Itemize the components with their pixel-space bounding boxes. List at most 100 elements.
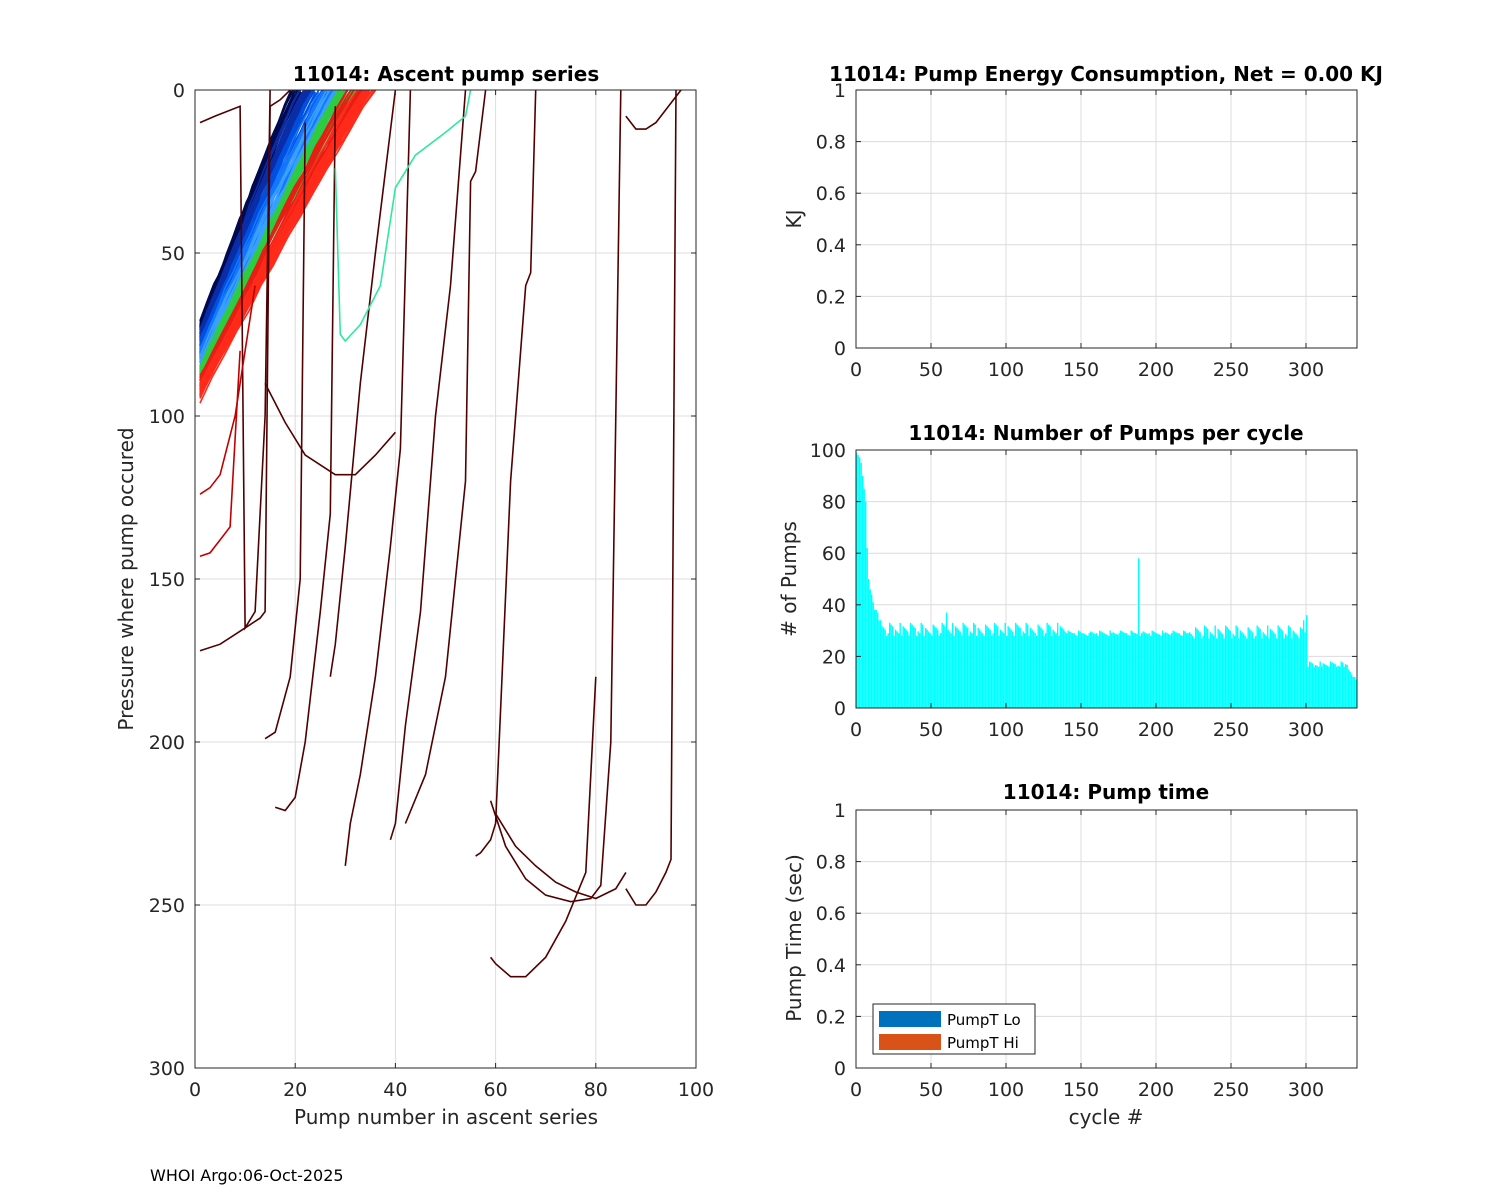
pumps-bar [1051,635,1053,708]
ascent-series-line [274,106,337,812]
ascent-profile-line [199,91,354,376]
pumps-bar [1034,633,1036,708]
pumps-bar [1237,627,1239,708]
ascent-xtick-label: 80 [584,1079,608,1101]
pumps-bar [1195,627,1197,708]
pumptime-ytick-label: 0.4 [816,955,846,977]
pumps-bar [1060,626,1062,708]
ascent-ytick-label: 0 [173,80,185,102]
pumps-bar [965,626,967,708]
pumps-bar [1096,633,1098,708]
pumps-bar [869,589,871,708]
pumps-bar [1321,666,1323,708]
pumps-bar [887,633,889,708]
pumps-ytick-label: 20 [822,646,846,668]
pumps-bar [916,635,918,708]
pumps-bar [1208,638,1210,708]
pumps-bar [1354,677,1356,708]
ascent-profile-line [199,90,365,390]
ascent-ytick-label: 150 [149,569,185,591]
pumps-bar [893,635,895,708]
pumps-bar [1165,632,1167,708]
pumps-ytick-label: 100 [810,440,846,462]
pumps-bar [1045,633,1047,708]
pumps-bar [1064,631,1066,708]
ascent-profile-line [199,90,330,366]
pumps-bar [953,635,955,708]
pumps-bar [985,624,987,708]
pumps-bar [1127,634,1129,708]
pumps-bar [935,628,937,708]
pumps-bar [1081,633,1083,708]
pumps-bar [1028,635,1030,708]
pumps-bar [1304,632,1306,708]
pumps-xtick-label: 0 [850,719,862,741]
pumps-bar [1274,634,1276,708]
pumps-axes-box [855,449,1358,709]
pumps-bar [907,631,909,708]
pumps-bar [1166,633,1168,708]
pumps-bar [1277,625,1279,708]
pumps-bar [1258,627,1260,708]
pumps-bar [1159,634,1161,708]
pumps-bar [1010,629,1012,708]
pumps-ylabel: # of Pumps [777,521,801,637]
pumps-bar [1220,632,1222,708]
pumps-bar [1145,633,1147,708]
pumps-bar [1322,663,1324,708]
pumps-bar [1303,620,1305,708]
ascent-profile-line [199,92,298,329]
pumps-bar [896,631,898,708]
pumps-bar [1214,625,1216,708]
pumps-bar [1049,626,1051,708]
pumps-bar [1144,632,1146,708]
pumps-bar [898,633,900,708]
pumptime-axes: 11014: Pump time cycle # Pump Time (sec)… [782,780,1358,1129]
pumps-bar [1078,630,1080,708]
pumps-bar [874,609,876,708]
pumps-bar [1175,632,1177,708]
pumps-bar [1099,630,1101,708]
pumps-bar [1174,631,1176,708]
pumps-bar [947,629,949,708]
ascent-ytick-label: 250 [149,895,185,917]
energy-title: 11014: Pump Energy Consumption, Net = 0.… [829,62,1383,86]
pumps-bar [1097,635,1099,708]
pumps-bar [944,626,946,708]
pumps-bar [1193,638,1195,708]
pumps-bar [1295,634,1297,708]
energy-ytick-label: 0.8 [816,132,846,154]
pumps-bar [1325,665,1327,708]
ascent-series-line [199,350,241,557]
ascent-series-line [404,90,487,824]
energy-ytick-label: 0.4 [816,235,846,257]
pumps-bar [1087,635,1089,708]
pumps-bar [1346,665,1348,708]
pumps-bar [1351,674,1353,708]
pumps-bar [988,628,990,708]
pumps-bar [875,609,877,708]
pumps-bar [1205,627,1207,708]
pumps-bar [1207,628,1209,708]
pumps-bar [1088,633,1090,708]
pumps-bar [1108,635,1110,708]
ascent-ylabel: Pressure where pump occured [114,427,138,730]
pumps-bar [934,626,936,708]
pumps-bar [1271,630,1273,708]
pumps-ytick-label: 40 [822,595,846,617]
pumps-bar [974,624,976,708]
pumps-bar [881,626,883,708]
pumps-bar [1093,633,1095,708]
pumps-bar [1204,625,1206,708]
pumps-bar [886,635,888,708]
pumptime-ytick-label: 0 [834,1058,846,1080]
pumps-bar [1079,631,1081,708]
ascent-profile-line [199,90,373,404]
pumps-bar [1019,628,1021,708]
pumps-bar [1294,632,1296,708]
pumps-bar [1339,666,1341,708]
pumps-bar [1222,634,1224,708]
pumps-bar [1306,615,1308,708]
pumps-bar [1085,634,1087,708]
pumps-bar [1132,631,1134,708]
